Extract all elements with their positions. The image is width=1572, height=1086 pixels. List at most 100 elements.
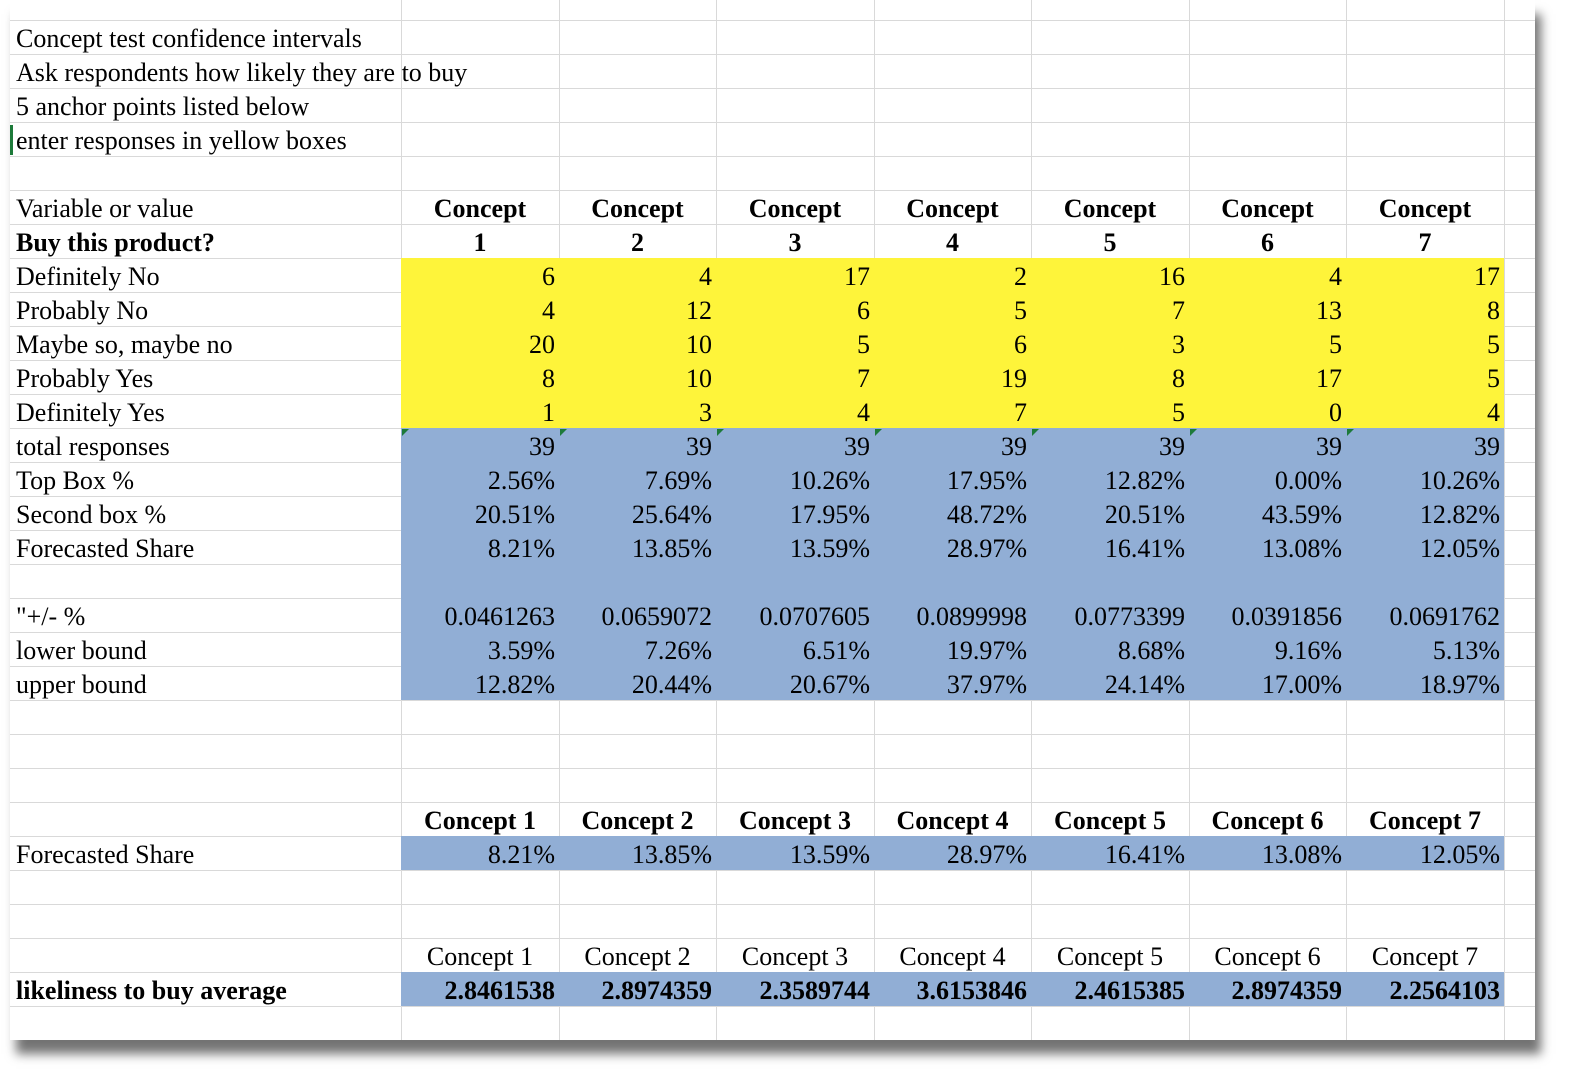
calc-cell[interactable]: 39: [1316, 432, 1342, 461]
likeliness-cell[interactable]: 2.8461538: [444, 976, 556, 1005]
share-summary-cell[interactable]: 16.41%: [1104, 840, 1185, 869]
calc-cell[interactable]: 5.13%: [1432, 636, 1500, 665]
likeliness-header[interactable]: Concept 2: [584, 942, 691, 971]
input-cell[interactable]: 6: [1014, 330, 1027, 359]
concept-header-word[interactable]: Concept: [1221, 194, 1314, 223]
calc-cell[interactable]: 13.85%: [631, 534, 712, 563]
input-cell[interactable]: 2: [1014, 262, 1027, 291]
calc-cell[interactable]: 0.0691762: [1389, 602, 1501, 631]
share-summary-cell[interactable]: 28.97%: [946, 840, 1027, 869]
likeliness-header[interactable]: Concept 5: [1056, 942, 1164, 971]
calc-cell[interactable]: 12.05%: [1419, 534, 1500, 563]
calc-cell[interactable]: 43.59%: [1261, 500, 1342, 529]
share-summary-header[interactable]: Concept 3: [739, 806, 851, 835]
input-cell[interactable]: 17: [844, 262, 870, 291]
calc-cell[interactable]: 7.26%: [644, 636, 712, 665]
calc-cell[interactable]: 28.97%: [946, 534, 1027, 563]
input-cell[interactable]: 7: [1172, 296, 1185, 325]
share-summary-header[interactable]: Concept 2: [581, 806, 694, 835]
row-label[interactable]: Probably Yes: [16, 364, 154, 393]
likeliness-cell[interactable]: 3.6153846: [916, 976, 1028, 1005]
calc-cell[interactable]: 39: [1159, 432, 1185, 461]
likeliness-header[interactable]: Concept 7: [1371, 942, 1479, 971]
calc-cell[interactable]: 6.51%: [802, 636, 870, 665]
input-cell[interactable]: 5: [1487, 364, 1500, 393]
share-summary-cell[interactable]: 13.59%: [789, 840, 870, 869]
input-cell[interactable]: 20: [529, 330, 555, 359]
calc-cell[interactable]: 39: [1001, 432, 1027, 461]
likeliness-header[interactable]: Concept 1: [426, 942, 534, 971]
likeliness-cell[interactable]: 2.8974359: [601, 976, 713, 1005]
row-label[interactable]: Forecasted Share: [16, 840, 195, 869]
input-cell[interactable]: 8: [1487, 296, 1500, 325]
likeliness-cell[interactable]: 2.3589744: [759, 976, 871, 1005]
row-label[interactable]: Maybe so, maybe no: [16, 330, 233, 359]
calc-cell[interactable]: 17.95%: [946, 466, 1027, 495]
intro-line[interactable]: Ask respondents how likely they are to b…: [16, 58, 468, 87]
input-cell[interactable]: 0: [1329, 398, 1342, 427]
calc-cell[interactable]: 20.51%: [474, 500, 555, 529]
share-summary-cell[interactable]: 8.21%: [487, 840, 555, 869]
input-cell[interactable]: 3: [1172, 330, 1185, 359]
calc-cell[interactable]: 24.14%: [1104, 670, 1185, 699]
calc-cell[interactable]: 17.95%: [789, 500, 870, 529]
input-cell[interactable]: 3: [699, 398, 712, 427]
spreadsheet[interactable]: Concept test confidence intervals Ask re…: [10, 0, 1535, 1040]
row-label[interactable]: Forecasted Share: [16, 534, 195, 563]
concept-header-word[interactable]: Concept: [906, 194, 999, 223]
calc-cell[interactable]: 10.26%: [1419, 466, 1500, 495]
share-summary-header[interactable]: Concept 6: [1211, 806, 1324, 835]
calc-cell[interactable]: 0.0899998: [916, 602, 1028, 631]
input-cell[interactable]: 6: [857, 296, 870, 325]
share-summary-header[interactable]: Concept 5: [1054, 806, 1166, 835]
input-cell[interactable]: 8: [1172, 364, 1185, 393]
row-label[interactable]: upper bound: [16, 670, 147, 699]
input-cell[interactable]: 5: [1329, 330, 1342, 359]
row-label[interactable]: Second box %: [16, 500, 167, 529]
calc-cell[interactable]: 16.41%: [1104, 534, 1185, 563]
calc-cell[interactable]: 12.82%: [1419, 500, 1500, 529]
likeliness-header[interactable]: Concept 6: [1214, 942, 1321, 971]
calc-cell[interactable]: 0.0461263: [444, 602, 556, 631]
calc-cell[interactable]: 19.97%: [946, 636, 1027, 665]
calc-cell[interactable]: 0.0659072: [601, 602, 713, 631]
input-cell[interactable]: 17: [1316, 364, 1342, 393]
input-cell[interactable]: 6: [542, 262, 555, 291]
row-label[interactable]: lower bound: [16, 636, 147, 665]
share-summary-cell[interactable]: 13.85%: [631, 840, 712, 869]
share-summary-header[interactable]: Concept 1: [424, 806, 536, 835]
concept-header-word[interactable]: Concept: [433, 194, 527, 223]
concept-header-number[interactable]: 3: [788, 228, 802, 257]
likeliness-cell[interactable]: 2.4615385: [1074, 976, 1186, 1005]
calc-cell[interactable]: 2.56%: [487, 466, 555, 495]
calc-cell[interactable]: 18.97%: [1419, 670, 1500, 699]
calc-cell[interactable]: 20.51%: [1104, 500, 1185, 529]
likeliness-cell[interactable]: 2.2564103: [1389, 976, 1501, 1005]
calc-cell[interactable]: 39: [529, 432, 555, 461]
input-cell[interactable]: 16: [1159, 262, 1185, 291]
intro-line[interactable]: Concept test confidence intervals: [16, 24, 362, 53]
concept-header-word[interactable]: Concept: [1063, 194, 1157, 223]
input-cell[interactable]: 4: [699, 262, 712, 291]
input-cell[interactable]: 13: [1316, 296, 1342, 325]
input-cell[interactable]: 8: [542, 364, 555, 393]
calc-cell[interactable]: 12.82%: [474, 670, 555, 699]
input-cell[interactable]: 10: [686, 364, 712, 393]
question-label[interactable]: Buy this product?: [16, 228, 215, 257]
concept-header-word[interactable]: Concept: [591, 194, 684, 223]
concept-header-word[interactable]: Concept: [748, 194, 842, 223]
calc-cell[interactable]: 48.72%: [946, 500, 1027, 529]
intro-line[interactable]: enter responses in yellow boxes: [16, 126, 347, 155]
calc-cell[interactable]: 8.21%: [487, 534, 555, 563]
calc-cell[interactable]: 0.0773399: [1074, 602, 1186, 631]
calc-cell[interactable]: 9.16%: [1274, 636, 1342, 665]
row-label[interactable]: likeliness to buy average: [16, 976, 287, 1005]
concept-header-word[interactable]: Concept: [1378, 194, 1472, 223]
input-cell[interactable]: 4: [857, 398, 870, 427]
share-summary-cell[interactable]: 13.08%: [1261, 840, 1342, 869]
share-summary-header[interactable]: Concept 4: [896, 806, 1009, 835]
input-cell[interactable]: 12: [686, 296, 712, 325]
calc-cell[interactable]: 25.64%: [631, 500, 712, 529]
calc-cell[interactable]: 20.44%: [631, 670, 712, 699]
concept-header-number[interactable]: 2: [631, 228, 644, 257]
